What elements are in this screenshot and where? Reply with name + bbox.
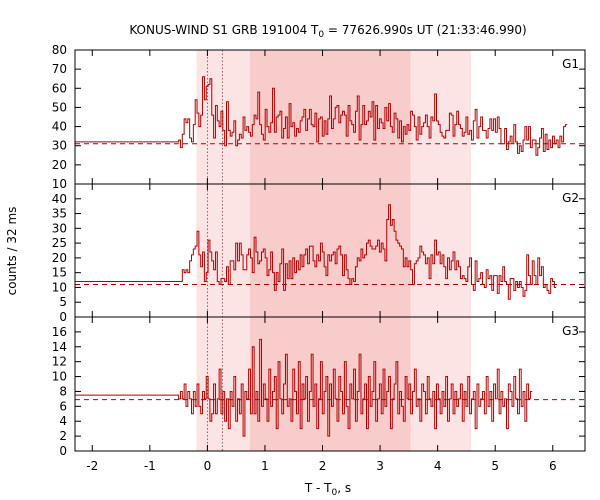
y-tick-label: 80 [52, 43, 67, 57]
x-tick-label: -2 [86, 459, 98, 473]
y-tick-label: 25 [52, 236, 67, 250]
panel-frame-g3 [74, 316, 586, 452]
y-tick-label: 10 [52, 280, 67, 294]
panel-label-g2: G2 [562, 191, 579, 205]
y-tick-label: 10 [52, 370, 67, 384]
series-g1-counts [75, 76, 568, 156]
y-tick-label: 16 [52, 325, 67, 339]
y-tick-label: 40 [52, 192, 67, 206]
panel-label-g1: G1 [562, 57, 579, 71]
series-g3-counts [75, 338, 533, 437]
y-tick-label: 12 [52, 355, 67, 369]
x-tick-label: 4 [434, 459, 442, 473]
x-tick-label: 3 [376, 459, 384, 473]
y-tick-label: 20 [52, 251, 67, 265]
y-tick-label: 60 [52, 81, 67, 95]
chart-title: KONUS-WIND S1 GRB 191004 T0 = 77626.990s… [129, 23, 526, 40]
x-tick-label: 2 [319, 459, 327, 473]
x-tick-label: -1 [144, 459, 156, 473]
y-tick-label: 6 [59, 399, 67, 413]
y-axis-label: counts / 32 ms [5, 207, 19, 296]
y-tick-label: 2 [59, 429, 67, 443]
x-axis-label: T - T0, s [304, 481, 351, 498]
y-tick-label: 4 [59, 414, 67, 428]
x-tick-label: 1 [261, 459, 269, 473]
y-tick-label: 15 [52, 266, 67, 280]
y-tick-label: 20 [52, 158, 67, 172]
y-tick-label: 30 [52, 139, 67, 153]
y-tick-label: 8 [59, 384, 67, 398]
y-tick-label: 5 [59, 295, 67, 309]
y-tick-label: 0 [59, 444, 67, 458]
y-tick-label: 70 [52, 62, 67, 76]
y-tick-label: 50 [52, 100, 67, 114]
x-tick-label: 5 [491, 459, 499, 473]
y-tick-label: 14 [52, 340, 67, 354]
y-tick-label: 0 [59, 310, 67, 324]
y-tick-label: 35 [52, 207, 67, 221]
y-tick-label: 30 [52, 221, 67, 235]
y-tick-label: 40 [52, 120, 67, 134]
x-tick-label: 6 [549, 459, 557, 473]
x-tick-label: 0 [204, 459, 212, 473]
series-g2-counts [75, 204, 557, 300]
y-tick-label: 10 [52, 177, 67, 191]
panel-label-g3: G3 [562, 324, 579, 338]
